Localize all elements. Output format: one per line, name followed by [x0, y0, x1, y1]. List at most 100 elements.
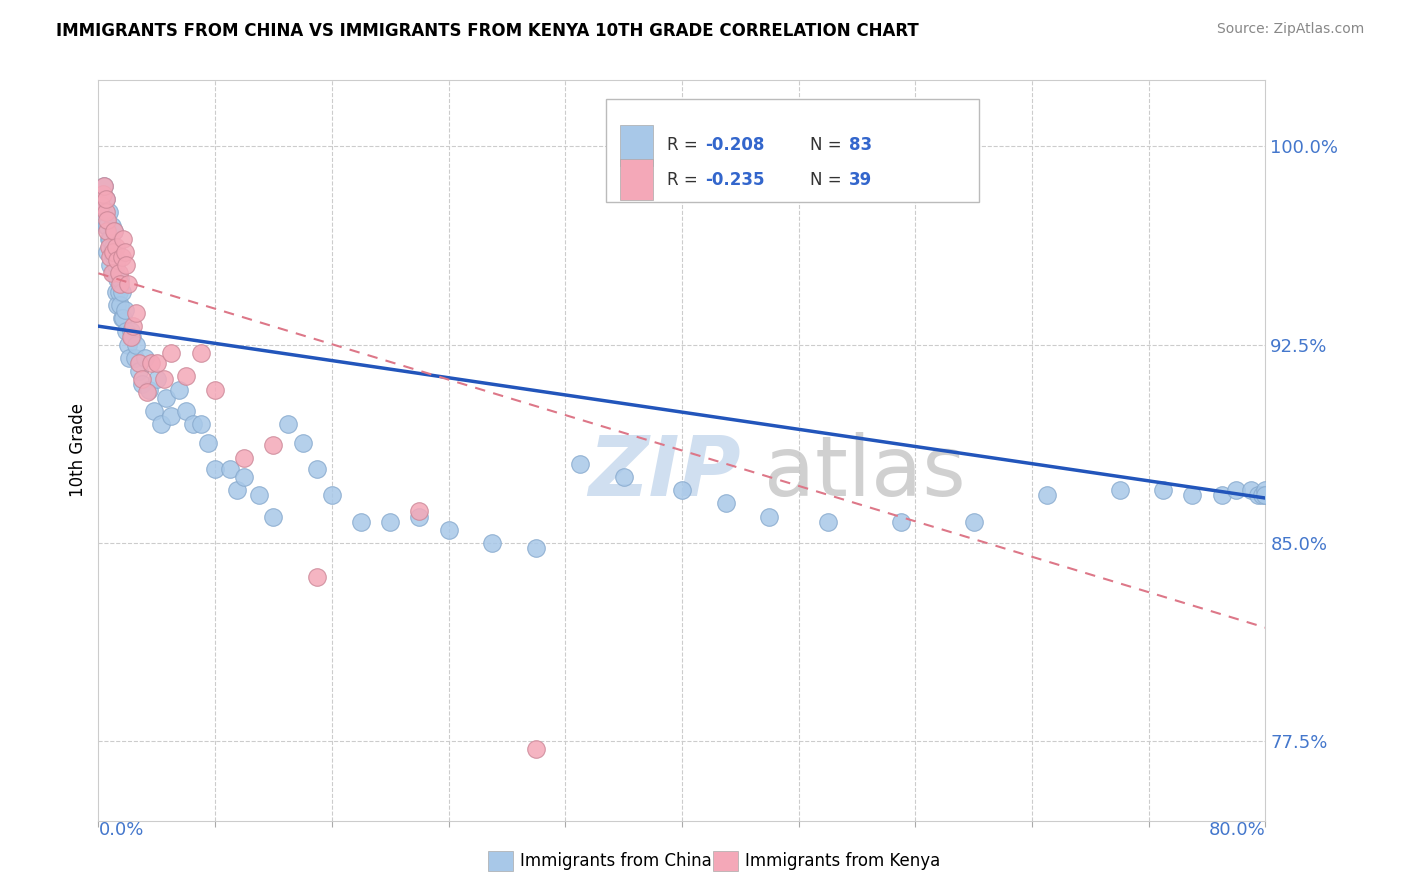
- Point: [96, 224, 118, 238]
- Point: [118, 351, 141, 365]
- Text: N =: N =: [810, 136, 848, 154]
- Point: [104, 285, 127, 299]
- Point: [120, 330, 142, 344]
- Point: [124, 351, 146, 365]
- Point: [714, 496, 737, 510]
- Point: [115, 325, 138, 339]
- Text: 83: 83: [849, 136, 872, 154]
- Point: [307, 462, 329, 476]
- Point: [91, 205, 114, 219]
- Text: -0.235: -0.235: [706, 170, 765, 188]
- Point: [110, 277, 132, 291]
- Point: [97, 240, 120, 254]
- Text: atlas: atlas: [763, 432, 966, 513]
- Point: [1247, 488, 1270, 502]
- Point: [817, 515, 839, 529]
- Point: [108, 285, 131, 299]
- Point: [94, 219, 117, 233]
- Point: [121, 330, 143, 344]
- Bar: [620, 160, 652, 200]
- Text: IMMIGRANTS FROM CHINA VS IMMIGRANTS FROM KENYA 10TH GRADE CORRELATION CHART: IMMIGRANTS FROM CHINA VS IMMIGRANTS FROM…: [56, 22, 920, 40]
- Point: [962, 515, 984, 529]
- Point: [146, 372, 169, 386]
- Text: Source: ZipAtlas.com: Source: ZipAtlas.com: [1216, 22, 1364, 37]
- Point: [671, 483, 693, 497]
- Text: -0.208: -0.208: [706, 136, 765, 154]
- Point: [112, 311, 135, 326]
- Point: [117, 277, 139, 291]
- Point: [524, 742, 547, 756]
- Point: [122, 319, 145, 334]
- Point: [91, 186, 114, 201]
- Point: [94, 205, 117, 219]
- Point: [128, 364, 150, 378]
- Point: [114, 303, 136, 318]
- Point: [104, 259, 127, 273]
- Point: [94, 192, 117, 206]
- Point: [120, 325, 142, 339]
- Point: [111, 311, 134, 326]
- Point: [131, 377, 153, 392]
- Point: [93, 179, 115, 194]
- Point: [233, 470, 256, 484]
- Point: [101, 245, 124, 260]
- Point: [758, 509, 780, 524]
- Text: 80.0%: 80.0%: [1209, 821, 1265, 838]
- Point: [97, 232, 120, 246]
- Point: [94, 192, 117, 206]
- Point: [262, 509, 284, 524]
- Point: [110, 298, 132, 312]
- Point: [1254, 483, 1277, 497]
- Text: Immigrants from Kenya: Immigrants from Kenya: [745, 852, 941, 870]
- Point: [98, 232, 121, 246]
- Point: [111, 251, 134, 265]
- Point: [101, 266, 124, 280]
- Point: [204, 462, 226, 476]
- Point: [181, 417, 204, 431]
- Point: [262, 438, 284, 452]
- Point: [93, 179, 115, 194]
- Point: [128, 356, 150, 370]
- Point: [233, 451, 256, 466]
- Text: Immigrants from China: Immigrants from China: [520, 852, 711, 870]
- Point: [142, 404, 165, 418]
- Point: [115, 259, 138, 273]
- Point: [380, 515, 402, 529]
- Point: [155, 391, 177, 405]
- Point: [890, 515, 912, 529]
- Point: [321, 488, 343, 502]
- Y-axis label: 10th Grade: 10th Grade: [69, 403, 87, 498]
- Point: [174, 369, 197, 384]
- Point: [100, 245, 122, 260]
- Point: [90, 197, 112, 211]
- Point: [114, 245, 136, 260]
- Point: [139, 356, 162, 370]
- Text: N =: N =: [810, 170, 848, 188]
- Point: [96, 219, 118, 233]
- Point: [110, 271, 132, 285]
- Point: [100, 219, 122, 233]
- Point: [1211, 488, 1233, 502]
- Point: [197, 435, 219, 450]
- Point: [350, 515, 373, 529]
- Point: [111, 285, 134, 299]
- Point: [134, 351, 156, 365]
- Text: ZIP: ZIP: [589, 432, 741, 513]
- Text: R =: R =: [666, 170, 703, 188]
- Bar: [606, 99, 980, 202]
- Point: [117, 337, 139, 351]
- Point: [226, 483, 249, 497]
- Point: [131, 372, 153, 386]
- Point: [174, 404, 197, 418]
- Point: [1254, 488, 1277, 502]
- Point: [481, 536, 503, 550]
- Point: [190, 345, 212, 359]
- Point: [408, 504, 430, 518]
- Point: [103, 251, 125, 265]
- Point: [160, 345, 183, 359]
- Point: [138, 383, 160, 397]
- Point: [97, 205, 120, 219]
- Point: [104, 240, 127, 254]
- Point: [1240, 483, 1263, 497]
- Point: [568, 457, 591, 471]
